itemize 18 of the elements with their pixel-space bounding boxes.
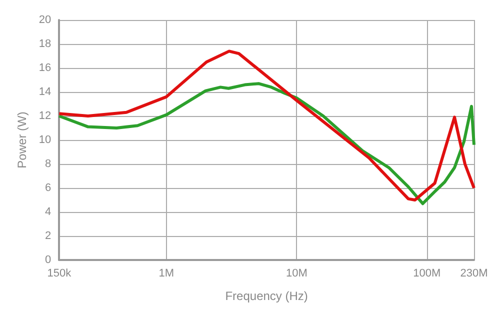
y-tick-label: 12 bbox=[38, 110, 52, 122]
x-tick-label: 1M bbox=[158, 268, 174, 280]
y-tick-label: 2 bbox=[45, 230, 52, 242]
y-tick-label: 20 bbox=[38, 14, 52, 26]
y-tick-label: 16 bbox=[38, 62, 52, 74]
x-tick-label: 150k bbox=[47, 268, 72, 280]
x-tick-label: 230M bbox=[460, 268, 488, 280]
y-tick-label: 6 bbox=[45, 182, 52, 194]
y-tick-label: 4 bbox=[45, 206, 52, 218]
y-tick-label: 8 bbox=[45, 158, 52, 170]
x-tick-label: 100M bbox=[413, 268, 441, 280]
y-tick-label: 10 bbox=[38, 134, 52, 146]
y-axis-title: Power (W) bbox=[15, 112, 29, 168]
y-tick-label: 18 bbox=[38, 38, 52, 50]
x-axis-title: Frequency (Hz) bbox=[225, 289, 308, 303]
y-tick-label: 0 bbox=[45, 254, 52, 266]
x-tick-label: 10M bbox=[286, 268, 308, 280]
y-tick-label: 14 bbox=[38, 86, 52, 98]
